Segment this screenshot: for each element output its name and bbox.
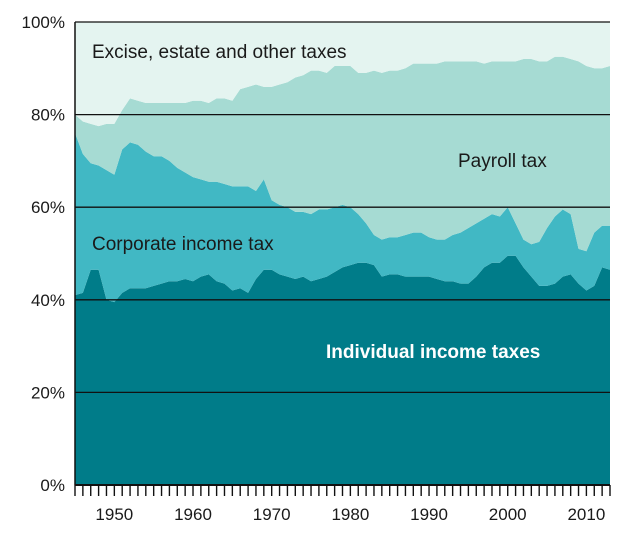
y-tick-label: 40%: [31, 291, 65, 310]
area-corporate-income-tax: [75, 133, 610, 303]
annotation-excise-estate-other: Excise, estate and other taxes: [92, 42, 347, 63]
x-tick-label: 1990: [410, 505, 448, 524]
x-minor-ticks: [74, 485, 611, 496]
area-payroll-tax: [75, 56, 610, 252]
annotation-payroll-tax: Payroll tax: [458, 151, 547, 172]
gridlines: [75, 21, 610, 394]
area-excise-estate-and-other-taxes: [75, 22, 610, 127]
y-tick-label: 60%: [31, 198, 65, 217]
y-tick-label: 80%: [31, 106, 65, 125]
area-series-group: [75, 22, 610, 485]
x-tick-label: 1980: [331, 505, 369, 524]
x-tick-label: 1960: [174, 505, 212, 524]
x-tick-labels: 1950 1960 1970 1980 1990 2000 2010: [95, 505, 605, 524]
x-tick-label: 1970: [253, 505, 291, 524]
annotation-corporate-income-tax: Corporate income tax: [92, 234, 274, 255]
y-tick-label: 0%: [40, 476, 65, 495]
y-tick-label: 20%: [31, 383, 65, 402]
x-tick-label: 2010: [567, 505, 605, 524]
x-tick-label: 1950: [95, 505, 133, 524]
annotation-individual-income-taxes: Individual income taxes: [326, 342, 540, 363]
x-tick-label: 2000: [489, 505, 527, 524]
y-tick-label: 100%: [22, 13, 65, 32]
area-annotations: Excise, estate and other taxes Payroll t…: [92, 42, 547, 363]
area-individual-income-taxes: [75, 255, 610, 485]
y-tick-labels: 0% 20% 40% 60% 80% 100%: [22, 13, 65, 495]
